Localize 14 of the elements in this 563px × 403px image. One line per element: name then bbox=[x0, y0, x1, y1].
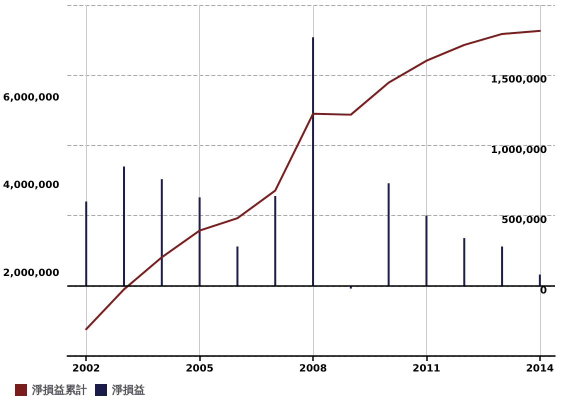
x-tick-label: 2014 bbox=[526, 364, 554, 374]
y-tick-label: 4,000,000 bbox=[2, 180, 60, 191]
y-tick-label: 6,000,000 bbox=[2, 92, 60, 104]
x-tick-label: 2008 bbox=[299, 364, 327, 374]
y-tick-label: 2,000,000 bbox=[2, 268, 60, 279]
y2-tick-label: 1,000,000 bbox=[490, 144, 548, 156]
y2-tick-label: 0 bbox=[540, 285, 548, 296]
y2-tick-label: 1,500,000 bbox=[490, 74, 548, 86]
x-tick-label: 2002 bbox=[72, 364, 100, 374]
legend-label: 淨損益累計 bbox=[31, 384, 87, 396]
legend-label: 淨損益 bbox=[111, 384, 145, 396]
y2-tick-label: 500,000 bbox=[501, 215, 548, 226]
x-tick-label: 2011 bbox=[412, 364, 440, 374]
x-tick-label: 2005 bbox=[186, 364, 214, 374]
